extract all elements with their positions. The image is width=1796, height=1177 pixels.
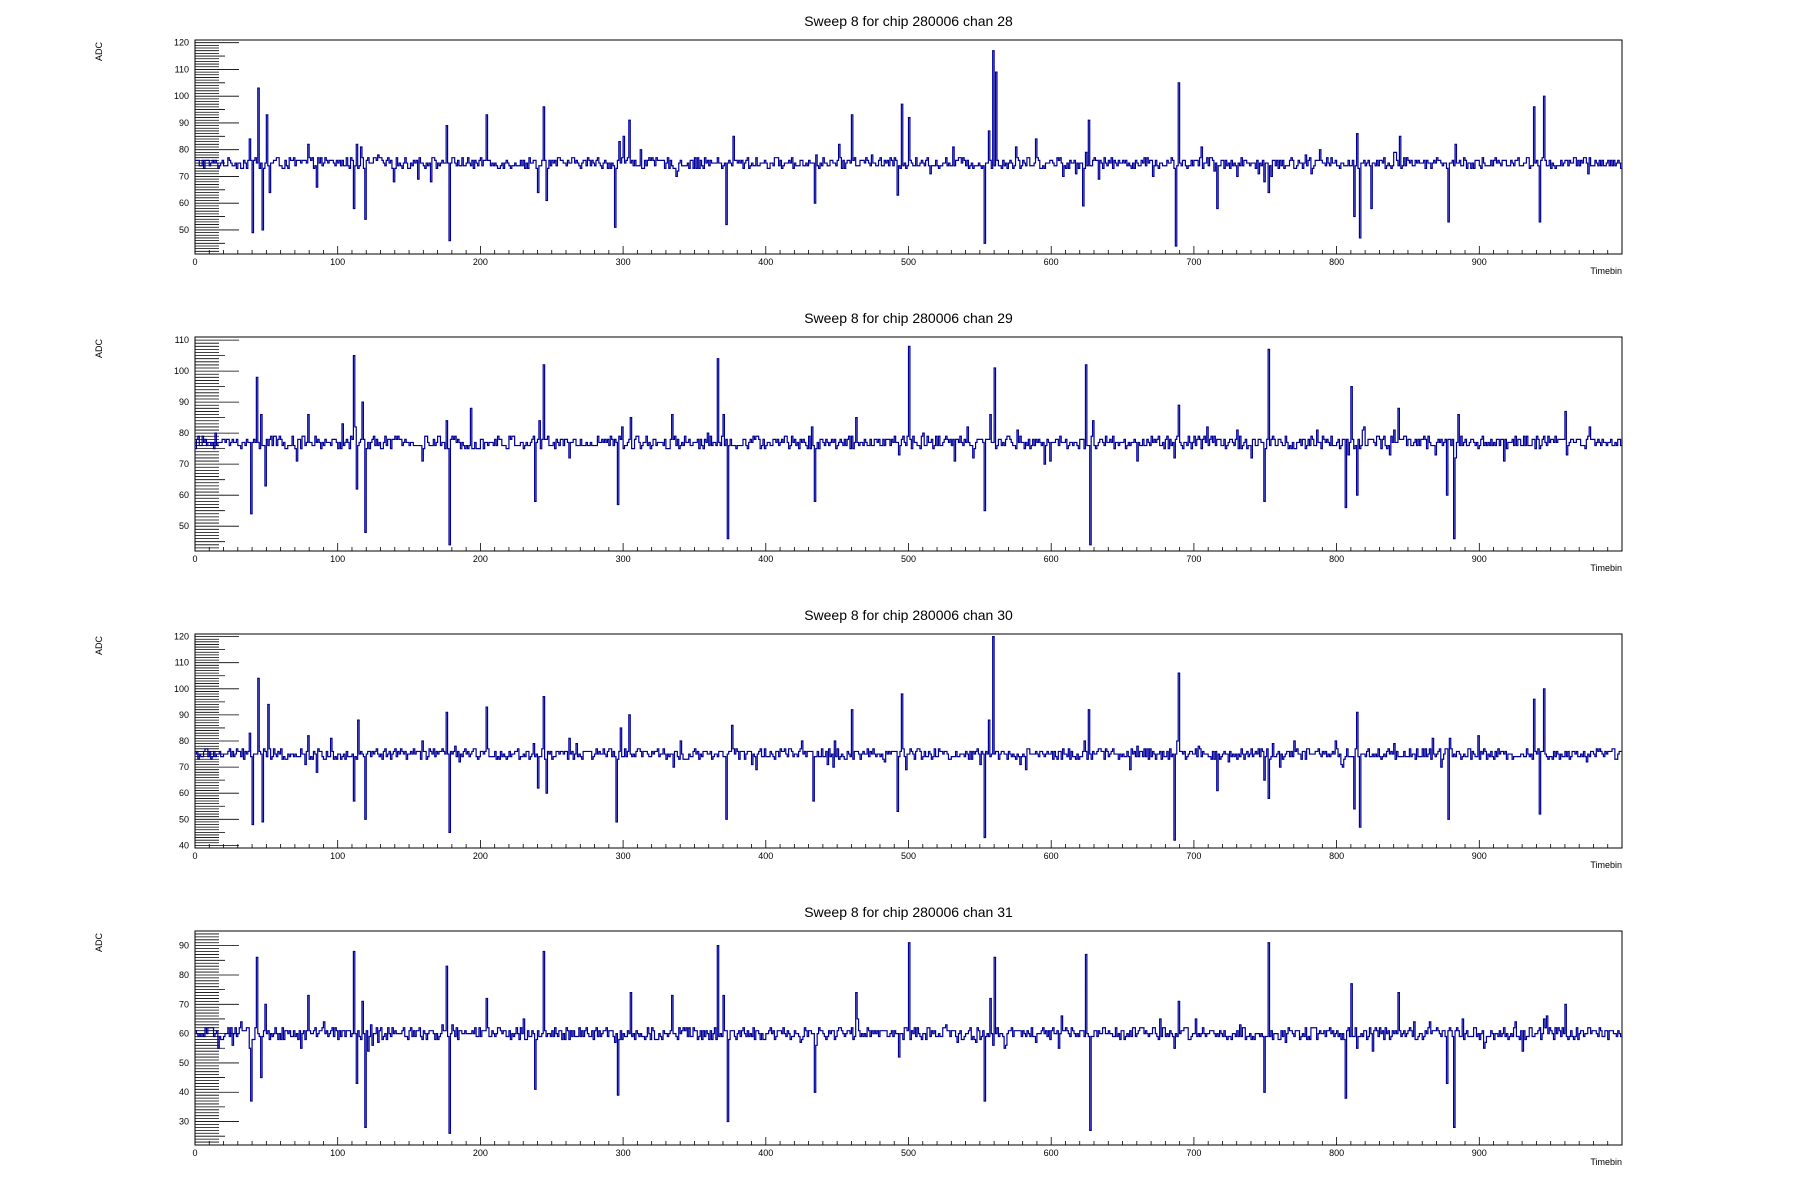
x-tick-label: 800	[1329, 851, 1344, 861]
y-tick-label: 90	[179, 710, 189, 720]
x-tick-label: 400	[758, 257, 773, 267]
y-tick-label: 120	[174, 38, 189, 48]
y-tick-label: 60	[179, 198, 189, 208]
x-tick-label: 900	[1472, 554, 1487, 564]
x-axis-label: Timebin	[1590, 860, 1622, 870]
y-tick-label: 110	[175, 335, 189, 345]
x-axis-label: Timebin	[1590, 563, 1622, 573]
x-tick-label: 0	[192, 554, 197, 564]
y-tick-label: 80	[179, 970, 189, 980]
chart-title: Sweep 8 for chip 280006 chan 29	[804, 310, 1013, 326]
x-tick-label: 100	[330, 851, 345, 861]
y-axis-label: ADC	[94, 636, 104, 656]
x-tick-label: 900	[1472, 1148, 1487, 1158]
waveform-series-line	[195, 636, 1622, 841]
y-tick-label: 40	[179, 840, 189, 850]
y-tick-label: 70	[179, 999, 189, 1009]
x-tick-label: 700	[1186, 851, 1201, 861]
y-tick-label: 70	[179, 459, 189, 469]
x-tick-label: 200	[473, 554, 488, 564]
chart-panel-chan-31: Sweep 8 for chip 280006 chan 31 ADC Timebi…	[94, 904, 1623, 1167]
x-tick-label: 200	[473, 257, 488, 267]
x-tick-label: 300	[616, 554, 631, 564]
chart-title: Sweep 8 for chip 280006 chan 30	[804, 607, 1013, 623]
chart-panel-chan-30: Sweep 8 for chip 280006 chan 30 ADC Timebi…	[94, 607, 1623, 870]
x-tick-label: 800	[1329, 554, 1344, 564]
x-tick-label: 900	[1472, 257, 1487, 267]
y-axis-label: ADC	[94, 339, 104, 359]
y-tick-label: 90	[179, 941, 189, 951]
y-tick-label: 60	[179, 490, 189, 500]
x-tick-label: 400	[758, 1148, 773, 1158]
x-tick-label: 100	[330, 257, 345, 267]
x-tick-label: 900	[1472, 851, 1487, 861]
x-tick-label: 500	[901, 1148, 916, 1158]
x-tick-label: 300	[616, 1148, 631, 1158]
y-tick-label: 70	[179, 762, 189, 772]
y-tick-label: 80	[179, 428, 189, 438]
waveform-series-line	[195, 50, 1622, 247]
x-tick-label: 400	[758, 851, 773, 861]
x-tick-label: 600	[1044, 1148, 1059, 1158]
x-tick-label: 300	[616, 851, 631, 861]
y-tick-label: 110	[175, 64, 189, 74]
chart-title: Sweep 8 for chip 280006 chan 31	[804, 904, 1013, 920]
y-tick-label: 50	[179, 225, 189, 235]
y-tick-label: 70	[179, 171, 189, 181]
y-tick-label: 60	[179, 1029, 189, 1039]
x-tick-label: 500	[901, 554, 916, 564]
chart-panel-chan-29: Sweep 8 for chip 280006 chan 29 ADC Timebi…	[94, 310, 1623, 573]
y-tick-label: 120	[174, 632, 189, 642]
x-axis-label: Timebin	[1590, 1157, 1622, 1167]
x-tick-label: 500	[901, 851, 916, 861]
y-tick-label: 50	[179, 814, 189, 824]
x-tick-label: 800	[1329, 1148, 1344, 1158]
x-tick-label: 0	[192, 1148, 197, 1158]
x-tick-label: 200	[473, 1148, 488, 1158]
plot-frame	[194, 633, 1623, 849]
waveform-series-line	[195, 345, 1622, 546]
x-tick-label: 700	[1186, 1148, 1201, 1158]
y-axis-label: ADC	[94, 42, 104, 62]
x-tick-label: 700	[1186, 554, 1201, 564]
x-tick-label: 600	[1044, 554, 1059, 564]
chart-title: Sweep 8 for chip 280006 chan 28	[804, 13, 1013, 29]
x-tick-label: 100	[330, 1148, 345, 1158]
y-tick-label: 100	[174, 91, 189, 101]
x-axis-label: Timebin	[1590, 266, 1622, 276]
y-tick-label: 40	[179, 1087, 189, 1097]
y-tick-label: 50	[179, 521, 189, 531]
x-tick-label: 600	[1044, 851, 1059, 861]
x-tick-label: 200	[473, 851, 488, 861]
x-tick-label: 400	[758, 554, 773, 564]
chart-panel-chan-28: Sweep 8 for chip 280006 chan 28 ADC Timebi…	[94, 13, 1623, 276]
y-tick-label: 60	[179, 788, 189, 798]
y-tick-label: 100	[174, 684, 189, 694]
y-tick-label: 90	[179, 397, 189, 407]
x-tick-label: 700	[1186, 257, 1201, 267]
x-tick-label: 300	[616, 257, 631, 267]
y-axis-label: ADC	[94, 933, 104, 953]
y-tick-label: 90	[179, 118, 189, 128]
x-tick-label: 0	[192, 257, 197, 267]
y-tick-label: 100	[174, 366, 189, 376]
x-tick-label: 0	[192, 851, 197, 861]
y-tick-label: 30	[179, 1117, 189, 1127]
y-tick-label: 50	[179, 1058, 189, 1068]
y-tick-label: 110	[175, 658, 189, 668]
x-tick-label: 800	[1329, 257, 1344, 267]
x-tick-label: 500	[901, 257, 916, 267]
x-tick-label: 100	[330, 554, 345, 564]
waveform-series-line	[195, 942, 1622, 1134]
y-tick-label: 80	[179, 736, 189, 746]
y-tick-label: 80	[179, 145, 189, 155]
x-tick-label: 600	[1044, 257, 1059, 267]
